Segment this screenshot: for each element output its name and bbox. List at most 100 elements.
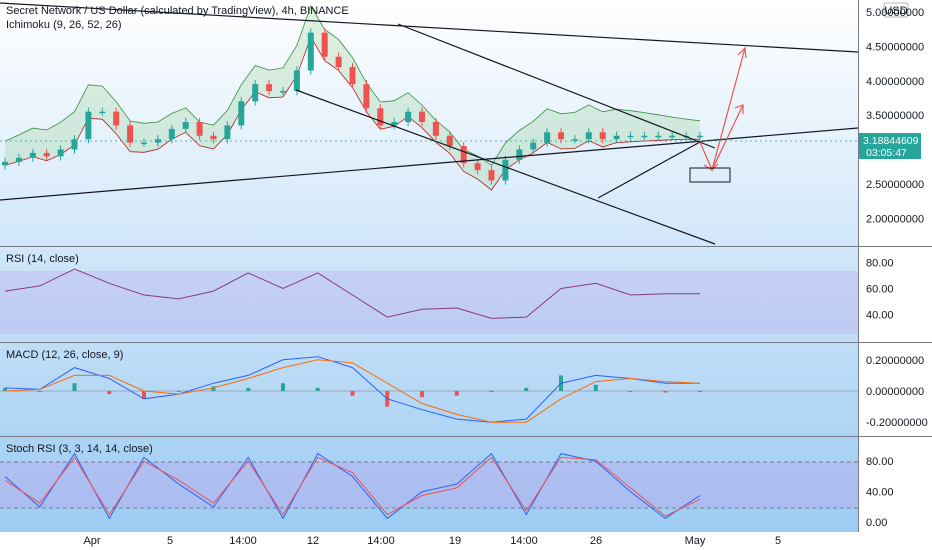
macd-histogram-bar bbox=[72, 383, 77, 391]
target-box bbox=[689, 167, 731, 183]
price-candles bbox=[2, 28, 703, 185]
macd-histogram-bar bbox=[628, 391, 633, 392]
y-tick-label: 60.00 bbox=[866, 284, 894, 296]
macd-label: MACD (12, 26, close, 9) bbox=[6, 349, 123, 361]
y-tick-label: 5.00000000 bbox=[866, 7, 924, 19]
candle-body bbox=[113, 111, 120, 126]
y-tick-label: 2.00000000 bbox=[866, 213, 924, 225]
x-tick-label: 14:00 bbox=[510, 535, 538, 547]
candle-body bbox=[544, 132, 551, 143]
candle-body bbox=[655, 135, 662, 138]
candle-body bbox=[2, 161, 8, 166]
candle-body bbox=[432, 122, 439, 136]
macd-histogram-bar bbox=[698, 391, 702, 392]
candle-body bbox=[224, 125, 231, 140]
candle-body bbox=[349, 67, 356, 85]
candle-body bbox=[154, 139, 161, 143]
currency-badge-label: USD bbox=[884, 5, 907, 17]
y-tick-label: 2.50000000 bbox=[866, 179, 924, 191]
candle-body bbox=[599, 132, 606, 140]
upper-trendline bbox=[0, 2, 859, 53]
x-tick-label: 12 bbox=[307, 535, 319, 547]
candle-body bbox=[627, 135, 634, 138]
macd-histogram-bar bbox=[420, 391, 424, 398]
candle-body bbox=[530, 142, 537, 150]
y-tick-label: 40.00 bbox=[866, 310, 894, 322]
currency-badge[interactable]: USD bbox=[883, 2, 909, 18]
macd-histogram-bar bbox=[211, 386, 216, 391]
senkou-a-line bbox=[4, 5, 701, 166]
rsi-band bbox=[0, 271, 858, 334]
candle-body bbox=[252, 84, 259, 102]
channel-top-line bbox=[397, 23, 716, 149]
macd-histogram-bar bbox=[489, 391, 494, 392]
candle-body bbox=[15, 157, 22, 162]
candle-body bbox=[669, 135, 676, 138]
x-tick-label: 19 bbox=[449, 535, 461, 547]
wedge-line bbox=[597, 141, 701, 199]
macd-histogram-bar bbox=[454, 391, 459, 396]
candle-body bbox=[502, 159, 509, 181]
x-tick-label: 26 bbox=[590, 535, 602, 547]
macd-histogram-bar bbox=[350, 391, 355, 396]
x-tick-label: Apr bbox=[83, 535, 100, 547]
candle-body bbox=[293, 70, 300, 92]
candle-body bbox=[321, 32, 328, 57]
candle-body bbox=[558, 132, 564, 140]
macd-histogram-bar bbox=[37, 391, 42, 392]
x-tick-label: 5 bbox=[775, 535, 781, 547]
ascending-support-line bbox=[0, 127, 859, 201]
candle-body bbox=[419, 111, 425, 122]
macd-histogram-bar bbox=[176, 391, 181, 392]
candle-body bbox=[697, 135, 703, 138]
chart-title: Secret Network / US Dollar (calculated b… bbox=[6, 5, 349, 17]
candle-body bbox=[405, 111, 412, 122]
candle-body bbox=[43, 152, 50, 157]
candle-body bbox=[196, 122, 203, 136]
candle-body bbox=[127, 125, 134, 143]
macd-histogram-bar bbox=[524, 387, 529, 391]
macd-histogram-bar bbox=[142, 391, 146, 399]
time-axis: Apr 5 14:00 12 14:00 19 14:00 26 May 5 bbox=[83, 535, 781, 547]
candle-body bbox=[57, 149, 64, 157]
pane-dividers bbox=[0, 0, 932, 532]
candle-body bbox=[571, 139, 578, 141]
y-tick-label: 4.00000000 bbox=[866, 76, 924, 88]
candle-body bbox=[516, 149, 523, 160]
y-tick-label: 3.50000000 bbox=[866, 110, 924, 122]
candle-body bbox=[474, 163, 481, 171]
candle-body bbox=[85, 111, 92, 140]
y-tick-label: 4.50000000 bbox=[866, 41, 924, 53]
candle-body bbox=[460, 146, 467, 164]
rsi-label: RSI (14, close) bbox=[6, 253, 79, 265]
candle-body bbox=[585, 132, 592, 140]
stoch-label: Stoch RSI (3, 3, 14, 14, close) bbox=[6, 443, 153, 455]
x-tick-label: May bbox=[685, 535, 706, 547]
y-tick-label: 40.00 bbox=[866, 487, 894, 499]
candle-body bbox=[29, 152, 36, 158]
candle-body bbox=[182, 122, 189, 129]
candle-body bbox=[377, 108, 384, 126]
candle-body bbox=[335, 56, 342, 67]
candle-body bbox=[641, 135, 648, 138]
trendlines bbox=[0, 2, 859, 245]
candle-body bbox=[391, 122, 398, 126]
macd-histogram-bar bbox=[246, 387, 251, 391]
macd-histogram-bar bbox=[281, 383, 285, 391]
candle-body bbox=[266, 84, 273, 92]
candle-body bbox=[446, 135, 453, 147]
macd-line bbox=[4, 356, 700, 423]
x-tick-label: 14:00 bbox=[367, 535, 395, 547]
price-axis: 5.00000000 4.50000000 4.00000000 3.50000000… bbox=[866, 7, 928, 529]
candle-body bbox=[71, 139, 78, 150]
macd-histogram-bar bbox=[107, 391, 112, 395]
y-tick-label: -0.20000000 bbox=[866, 417, 928, 429]
channel-bottom-line bbox=[295, 89, 716, 245]
signal-line bbox=[4, 359, 701, 423]
y-tick-label: 80.00 bbox=[866, 456, 894, 468]
price-tag: 3.18844609 03:05:47 bbox=[859, 133, 921, 159]
plot-background bbox=[0, 0, 858, 532]
x-tick-label: 5 bbox=[167, 535, 173, 547]
projection-arrows bbox=[699, 46, 747, 172]
